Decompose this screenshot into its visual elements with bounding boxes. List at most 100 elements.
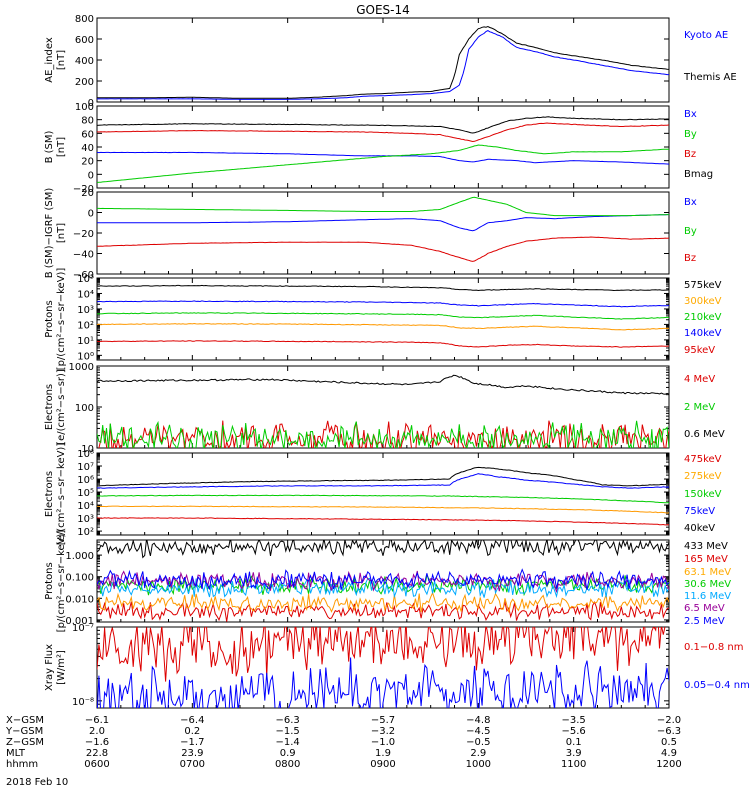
legend-entry: 210keV (684, 312, 722, 323)
x-axis-row-label: Z−GSM (6, 737, 44, 748)
legend-entry: By (684, 129, 697, 140)
y-tick-label: 10⁴ (77, 289, 94, 300)
legend-entry: 433 MeV (684, 541, 728, 552)
series-line-by (97, 196, 669, 217)
x-axis-value: 0.2 (184, 726, 200, 737)
y-tick-label: 10⁷ (77, 462, 94, 473)
series-line-bmag (97, 116, 669, 134)
x-axis-value: 0600 (84, 759, 109, 770)
series-line-300kev (97, 322, 669, 331)
legend-entry: 2 MeV (684, 402, 715, 413)
y-tick-label: −40 (73, 250, 94, 261)
y-tick-label: 10⁰ (77, 351, 94, 362)
y-tick-label: 10¹ (77, 336, 94, 347)
y-tick-label: 20 (81, 157, 94, 168)
legend-entry: 6.5 MeV (684, 603, 725, 614)
x-axis-value: 0900 (370, 759, 395, 770)
y-axis-label: B (SM)−IGRF (SM)[nT] (44, 188, 67, 279)
x-axis-value: 0800 (275, 759, 300, 770)
series-group (97, 25, 669, 100)
y-tick-label: 800 (75, 14, 94, 25)
x-axis-value: −6.4 (180, 715, 204, 726)
x-axis-row-label: MLT (6, 748, 26, 759)
series-line-575kev (97, 284, 669, 292)
y-axis-label: Electrons[e/(cm²−s−sr)] (44, 369, 67, 445)
y-tick-label: 0.100 (65, 573, 94, 584)
x-axis-value: 23.9 (181, 748, 203, 759)
x-axis-value: 0.1 (566, 737, 582, 748)
series-line-bz (97, 236, 669, 262)
series-group (97, 116, 669, 183)
y-tick-label: 100 (75, 403, 94, 414)
y-tick-label: −20 (73, 229, 94, 240)
series-line-kyoto-ae (97, 30, 669, 100)
legend-entry: 95keV (684, 345, 715, 356)
legend-entry: Bx (684, 197, 697, 208)
series-line-0-6-mev (97, 374, 669, 395)
y-tick-label: 0 (88, 98, 94, 109)
series-line-themis-ae (97, 25, 669, 99)
legend-entry: 4 MeV (684, 374, 715, 385)
legend-entry: 30.6 MeV (684, 579, 731, 590)
x-axis-value: 0.5 (661, 737, 677, 748)
series-line-40kev (97, 466, 669, 487)
legend-entry: Bx (684, 109, 697, 120)
y-tick-label: 0 (88, 209, 94, 220)
panel-frame (96, 626, 670, 709)
panel-7: 0.001 0.010 0.100 1.000Protons[p/(cm²−s−sr−… (44, 530, 731, 633)
y-tick-label: 10³ (77, 514, 94, 525)
y-tick-label: 10⁻⁷ (72, 623, 94, 634)
y-tick-label: 100 (75, 102, 94, 113)
figure-title: GOES-14 (356, 3, 410, 17)
y-tick-label: 600 (75, 35, 94, 46)
x-axis-value: −1.0 (371, 737, 395, 748)
panel-8: 10⁻⁸ 10⁻⁷ Xray Flux[W/m²] 0.1−0.8 nm 0.05−0.… (44, 623, 750, 709)
y-axis-label: Protons[p/(cm²−s−sr−keV)] (44, 268, 67, 371)
x-axis-row-label: X−GSM (6, 715, 44, 726)
date-label: 2018 Feb 10 (6, 777, 68, 788)
y-tick-label: 40 (81, 143, 94, 154)
y-axis-label: B (SM)[nT] (44, 130, 67, 163)
y-tick-label: 200 (75, 77, 94, 88)
legend-entry: Bz (684, 253, 696, 264)
series-line-0-05-0-4-nm (97, 657, 669, 708)
y-tick-label: 60 (81, 129, 94, 140)
legend-entry: 40keV (684, 523, 715, 534)
series-line-2-5-mev (97, 568, 669, 590)
y-tick-label: 10⁶ (77, 475, 94, 486)
y-axis-label: Electrons[e/(cm²−s−sr−keV)] (44, 443, 67, 546)
y-axis-label: Xray Flux[W/m²] (44, 644, 67, 691)
series-line-by (97, 144, 669, 183)
x-axis-value: 22.8 (86, 748, 108, 759)
x-axis-value: −2.0 (657, 715, 681, 726)
y-tick-label: 0.001 (65, 616, 94, 627)
series-line-30-6-mev (97, 574, 669, 597)
legend-entry: 150keV (684, 489, 722, 500)
series-line-75kev (97, 473, 669, 489)
panel-frame (96, 191, 670, 275)
y-tick-label: 10³ (77, 305, 94, 316)
series-group (97, 627, 669, 708)
series-line-475kev (97, 517, 669, 526)
series-group (97, 466, 669, 526)
series-line-210kev (97, 312, 669, 320)
x-axis-value: −6.1 (85, 715, 109, 726)
y-axis-label: AE_index[nT] (44, 37, 67, 83)
legend-entry: 63.1 MeV (684, 567, 731, 578)
series-group (97, 196, 669, 262)
y-tick-label: 10² (77, 527, 94, 538)
x-axis-value: 1000 (466, 759, 491, 770)
legend-entry: 140keV (684, 328, 722, 339)
x-axis-value: −3.5 (562, 715, 586, 726)
x-axis-value: −1.5 (276, 726, 300, 737)
legend-entry: 475keV (684, 454, 722, 465)
legend-entry: By (684, 226, 697, 237)
panel-frame (96, 17, 670, 103)
series-line-63-1-mev (97, 591, 669, 613)
y-tick-label: 10² (77, 320, 94, 331)
x-axis-row-label: hhmm (6, 759, 38, 770)
series-line-bx (97, 214, 669, 232)
series-line-4-mev (98, 420, 669, 448)
series-line-150kev (97, 494, 669, 504)
